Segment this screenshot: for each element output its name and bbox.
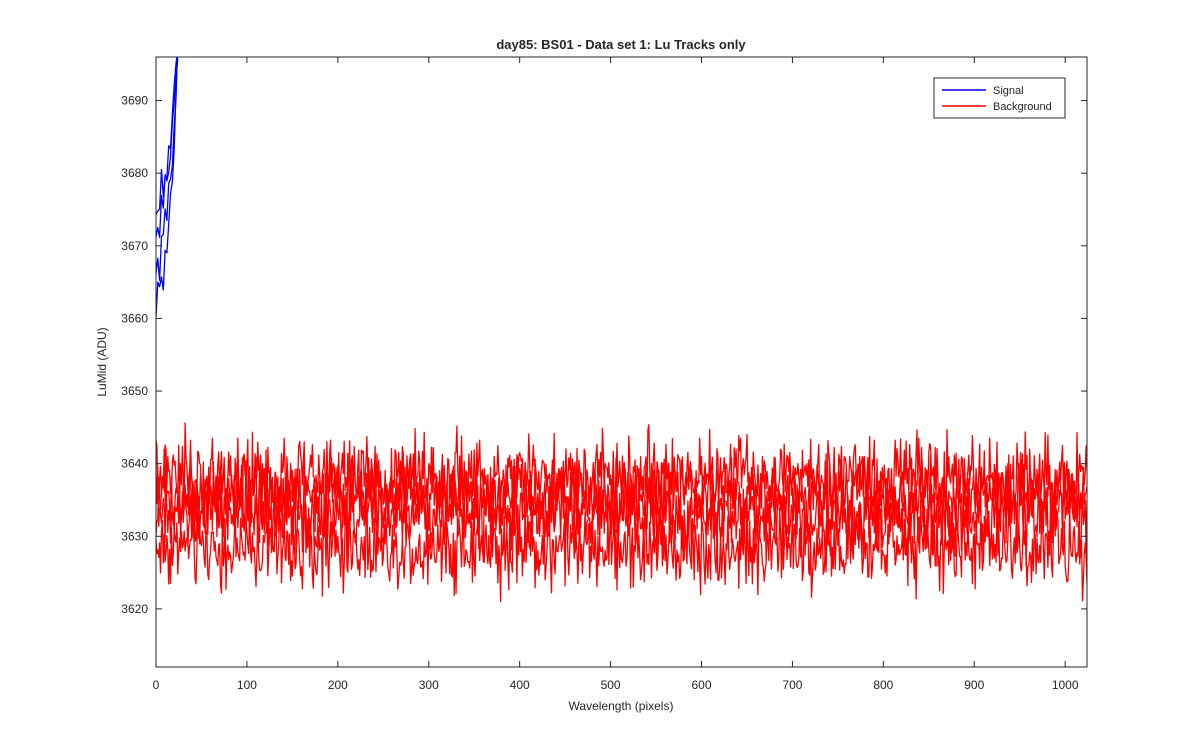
y-tick-label: 3620	[121, 602, 148, 616]
x-tick-label: 300	[419, 678, 439, 692]
ticks-layer: 0 100 200 300 400 500 600 700 800 900 1000 3620 3630…	[121, 57, 1087, 692]
x-tick-label: 500	[601, 678, 621, 692]
x-tick-label: 800	[873, 678, 893, 692]
background-trace-4	[156, 422, 1087, 535]
y-tick-label: 3680	[121, 166, 148, 180]
x-tick-label: 200	[328, 678, 348, 692]
plot-frame	[155, 56, 1088, 668]
y-axis-label: LuMid (ADU)	[95, 327, 109, 396]
chart-title: day85: BS01 - Data set 1: Lu Tracks only	[496, 37, 746, 52]
x-tick-label: 1000	[1052, 678, 1079, 692]
y-tick-label: 3630	[121, 529, 148, 543]
background-trace-3	[156, 446, 1087, 550]
signal-trace-1	[156, 57, 179, 318]
legend-background-label: Background	[993, 101, 1052, 113]
legend[interactable]: Signal Background	[933, 77, 1066, 119]
x-tick-label: 900	[964, 678, 984, 692]
series-layer	[156, 57, 1087, 603]
x-tick-label: 600	[691, 678, 711, 692]
x-tick-label: 400	[510, 678, 530, 692]
y-tick-label: 3670	[121, 239, 148, 253]
signal-trace-3	[156, 58, 179, 239]
y-tick-label: 3640	[121, 457, 148, 471]
x-tick-label: 0	[153, 678, 160, 692]
signal-trace-4	[156, 57, 178, 215]
legend-signal-label: Signal	[993, 85, 1024, 97]
x-tick-label: 700	[782, 678, 802, 692]
plot-background	[156, 57, 1087, 667]
signal-trace-2	[156, 57, 178, 281]
legend-box	[933, 77, 1066, 119]
x-axis-label: Wavelength (pixels)	[569, 699, 674, 713]
y-tick-label: 3690	[121, 94, 148, 108]
y-tick-label: 3650	[121, 384, 148, 398]
y-tick-label: 3660	[121, 311, 148, 325]
x-tick-label: 100	[237, 678, 257, 692]
